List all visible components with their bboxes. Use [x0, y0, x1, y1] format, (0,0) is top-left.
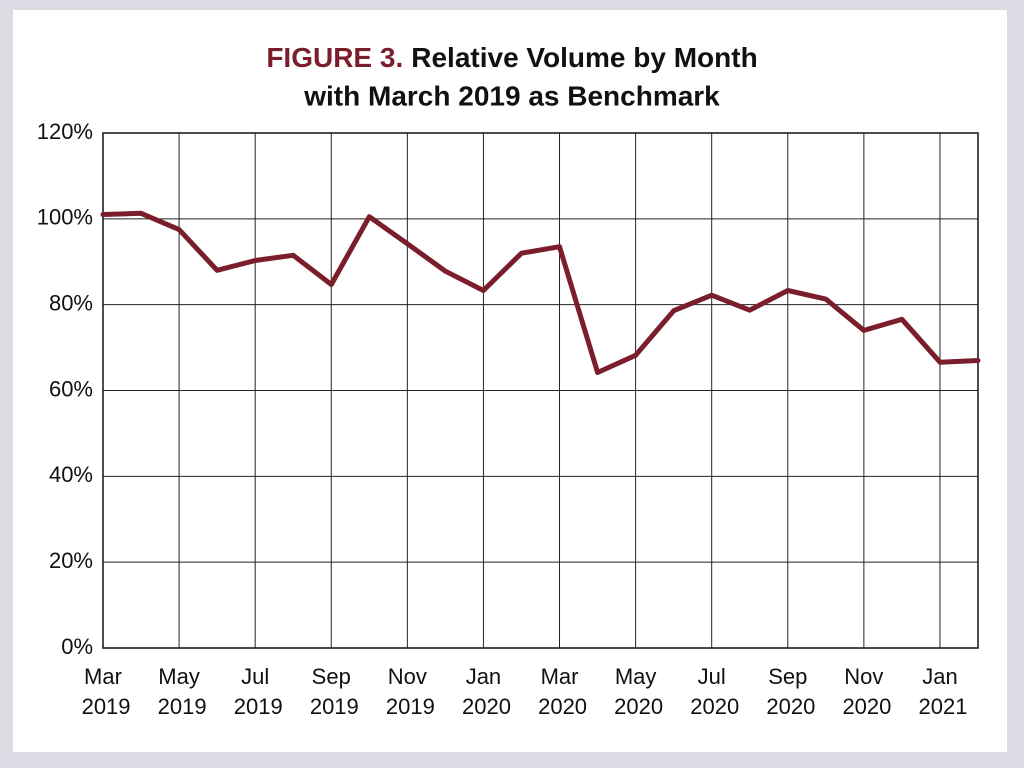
card: [13, 10, 1007, 752]
x-tick-label: May 2020: [608, 664, 663, 719]
x-tick-label: Nov 2019: [380, 664, 435, 719]
x-tick-label: Sep 2020: [760, 664, 815, 719]
x-tick-label: Jan 2020: [456, 664, 511, 719]
plot-frame: [102, 132, 979, 649]
data-line: [100, 210, 981, 375]
y-tick-label: 80%: [49, 290, 93, 315]
title-text: Relative Volume by Month: [411, 42, 757, 73]
x-tick-label: Mar 2019: [75, 664, 130, 719]
chart-title-line: with March 2019 as Benchmark: [303, 80, 720, 111]
x-tick-label: Jul 2019: [228, 664, 283, 719]
x-tick-label: Nov 2020: [836, 664, 891, 719]
x-tick-label: Sep 2019: [304, 664, 359, 719]
y-tick-label: 100%: [37, 205, 93, 230]
x-tick-label: Jan 2021: [912, 664, 967, 719]
figure-label: FIGURE 3.: [266, 42, 403, 73]
y-tick-label: 40%: [49, 462, 93, 487]
x-tick-label: Mar 2020: [532, 664, 587, 719]
y-tick-label: 60%: [49, 376, 93, 401]
x-tick-label: Jul 2020: [684, 664, 739, 719]
chart-title-line: FIGURE 3. Relative Volume by Month: [266, 42, 757, 73]
x-tick-label: May 2019: [152, 664, 207, 719]
y-tick-label: 120%: [37, 119, 93, 144]
y-tick-label: 20%: [49, 548, 93, 573]
y-tick-label: 0%: [61, 634, 93, 659]
